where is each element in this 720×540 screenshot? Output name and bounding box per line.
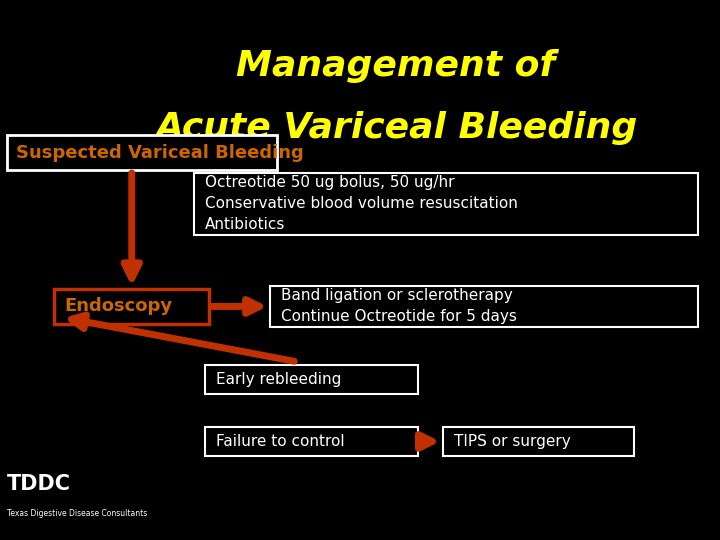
FancyBboxPatch shape: [270, 286, 698, 327]
Text: Suspected Variceal Bleeding: Suspected Variceal Bleeding: [16, 144, 304, 161]
Text: Management of: Management of: [236, 49, 556, 83]
Text: Early rebleeding: Early rebleeding: [216, 372, 341, 387]
Text: Endoscopy: Endoscopy: [65, 298, 173, 315]
FancyBboxPatch shape: [205, 364, 418, 394]
FancyBboxPatch shape: [205, 427, 418, 456]
Text: Band ligation or sclerotherapy
Continue Octreotide for 5 days: Band ligation or sclerotherapy Continue …: [281, 288, 517, 325]
Text: Texas Digestive Disease Consultants: Texas Digestive Disease Consultants: [7, 509, 148, 518]
Text: Failure to control: Failure to control: [216, 434, 345, 449]
Text: Acute Variceal Bleeding: Acute Variceal Bleeding: [155, 111, 637, 145]
FancyBboxPatch shape: [7, 135, 277, 170]
Text: TIPS or surgery: TIPS or surgery: [454, 434, 570, 449]
Text: Octreotide 50 ug bolus, 50 ug/hr
Conservative blood volume resuscitation
Antibio: Octreotide 50 ug bolus, 50 ug/hr Conserv…: [205, 176, 518, 232]
Text: TDDC: TDDC: [7, 474, 71, 494]
FancyBboxPatch shape: [443, 427, 634, 456]
FancyBboxPatch shape: [54, 289, 209, 324]
FancyBboxPatch shape: [194, 173, 698, 235]
